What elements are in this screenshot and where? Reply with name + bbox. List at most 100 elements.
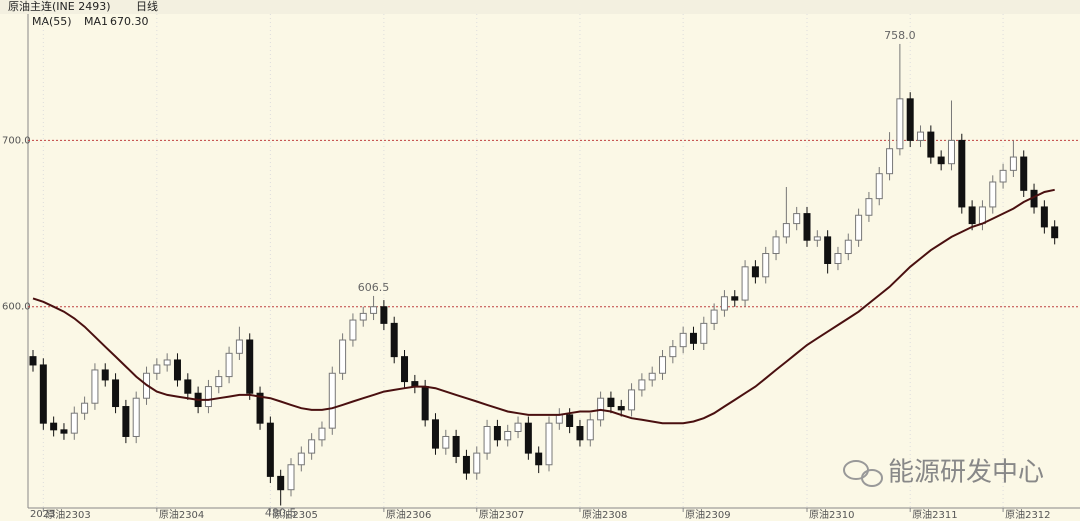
candle-body	[132, 397, 140, 437]
price-annotation: 480.5	[265, 507, 297, 520]
candle-body	[607, 397, 615, 408]
candle-body	[545, 422, 553, 466]
candle-body	[875, 173, 883, 200]
candle-body	[669, 346, 677, 358]
candle-body	[751, 266, 759, 278]
candle-body	[246, 339, 254, 394]
x-tick-label: 原油2307	[479, 508, 524, 521]
candle-body	[782, 223, 790, 238]
candle-body	[91, 369, 99, 404]
candle-body	[225, 352, 233, 378]
candle-body	[968, 206, 976, 225]
candle-body	[153, 364, 161, 374]
candle-body	[390, 322, 398, 358]
candles	[29, 43, 1059, 506]
ma-period: MA(55)	[32, 15, 72, 28]
candle-body	[101, 369, 109, 381]
candle-body	[1051, 226, 1059, 239]
ma-line	[32, 188, 1055, 425]
candle-body	[339, 339, 347, 374]
candle-body	[70, 412, 78, 434]
candle-body	[483, 425, 491, 454]
candle-body	[215, 376, 223, 388]
candle-body	[586, 419, 594, 441]
candle-body	[163, 359, 171, 366]
candle-body	[813, 236, 821, 241]
candle-body	[1020, 156, 1028, 191]
candle-body	[865, 198, 873, 216]
candle-body	[896, 98, 904, 150]
candle-body	[431, 419, 439, 449]
x-tick-label: 原油2311	[912, 508, 957, 521]
candle-body	[452, 435, 460, 457]
wm-icon	[843, 460, 883, 487]
candle-body	[60, 429, 68, 434]
candle-body	[555, 414, 563, 424]
candle-body	[958, 139, 966, 208]
candle-body	[421, 386, 429, 421]
candle-body	[927, 131, 935, 158]
candle-body	[1040, 206, 1048, 228]
candle-body	[689, 332, 697, 344]
candle-body	[401, 356, 409, 383]
candle-body	[50, 422, 58, 431]
candle-body	[617, 406, 625, 411]
candle-body	[917, 131, 925, 141]
candle-body	[628, 389, 636, 411]
candle-body	[380, 306, 388, 324]
candle-body	[204, 386, 212, 408]
candle-body	[648, 372, 656, 381]
candle-body	[803, 213, 811, 241]
candle-body	[266, 422, 274, 477]
candle-body	[112, 379, 120, 408]
candle-body	[39, 364, 47, 424]
candle-body	[473, 452, 481, 474]
candle-body	[277, 475, 285, 491]
y-tick-label: 700.0	[2, 135, 31, 146]
year-label: 2023	[30, 509, 55, 520]
candle-body	[659, 356, 667, 374]
candle-body	[731, 296, 739, 301]
candle-body	[81, 402, 89, 414]
candle-body	[844, 239, 852, 255]
candle-body	[308, 439, 316, 454]
candle-body	[359, 312, 367, 321]
ma-last: 670.30	[110, 15, 149, 28]
price-annotation: 606.5	[358, 281, 390, 294]
x-tick-label: 原油2308	[582, 508, 627, 521]
x-tick-label: 原油2305	[272, 508, 317, 521]
candle-body	[700, 322, 708, 344]
candle-body	[504, 430, 512, 441]
candle-body	[576, 425, 584, 441]
period-label: 日线	[136, 0, 158, 13]
candle-body	[679, 332, 687, 348]
candle-body	[462, 455, 470, 474]
candle-body	[978, 206, 986, 225]
candle-body	[720, 296, 728, 311]
candle-body	[328, 372, 336, 429]
x-tick-label: 原油2303	[45, 508, 90, 521]
candle-body	[184, 379, 192, 394]
candle-body	[349, 319, 357, 341]
candle-body	[638, 379, 646, 391]
candle-body	[947, 139, 955, 165]
candle-body	[287, 464, 295, 491]
candle-body	[514, 422, 522, 432]
candle-body	[566, 414, 574, 427]
candle-body	[235, 339, 243, 354]
candle-body	[886, 148, 894, 175]
candle-body	[442, 435, 450, 449]
candle-body	[318, 427, 326, 441]
x-tick-label: 原油2306	[386, 508, 431, 521]
candle-body	[535, 452, 543, 466]
x-tick-label: 原油2309	[685, 508, 730, 521]
ma-name: MA1	[84, 15, 108, 28]
candle-body	[793, 213, 801, 225]
x-tick-label: 原油2310	[809, 508, 854, 521]
candle-body	[762, 253, 770, 278]
candle-body	[989, 181, 997, 208]
candle-body	[906, 98, 914, 141]
candle-body	[256, 392, 264, 424]
